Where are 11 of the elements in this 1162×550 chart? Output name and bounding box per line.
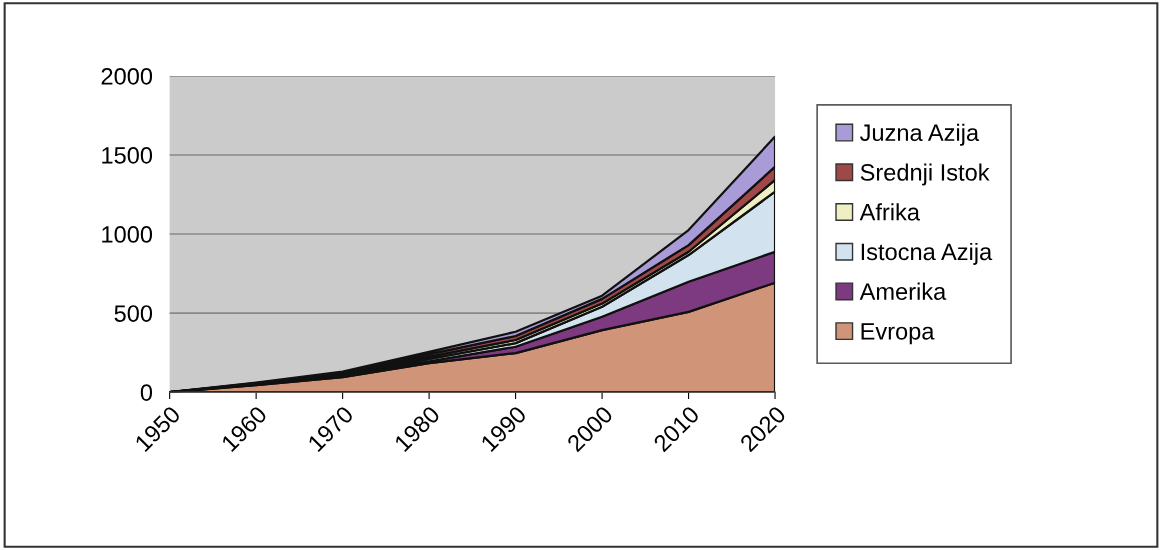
legend-label: Istocna Azija: [861, 242, 993, 265]
y-tick-label: 1500: [102, 147, 153, 164]
legend-label: Amerika: [859, 282, 947, 300]
legend-label: Afrika: [859, 203, 920, 221]
y-tick-label: 1000: [102, 226, 153, 243]
y-tick-label: 500: [114, 305, 153, 322]
legend-label: Evropa: [861, 323, 935, 345]
legend-label: Juzna Azija: [860, 123, 980, 146]
legend-label: Srednji Istok: [860, 163, 990, 186]
y-tick-label: 2000: [101, 67, 153, 85]
y-tick-label: 0: [140, 384, 153, 401]
